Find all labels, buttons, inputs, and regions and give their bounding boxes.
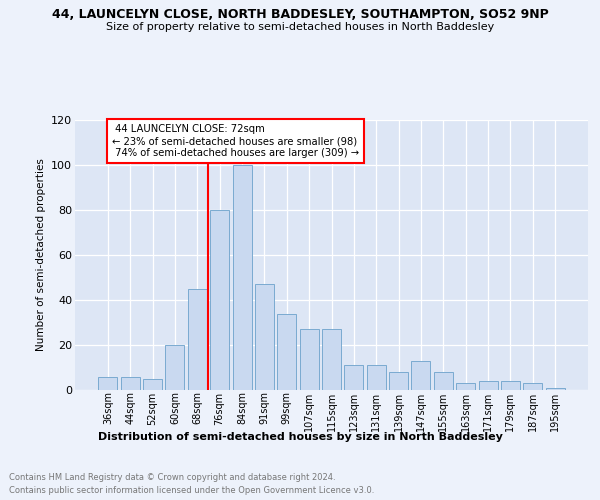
Text: 44, LAUNCELYN CLOSE, NORTH BADDESLEY, SOUTHAMPTON, SO52 9NP: 44, LAUNCELYN CLOSE, NORTH BADDESLEY, SO…	[52, 8, 548, 20]
Y-axis label: Number of semi-detached properties: Number of semi-detached properties	[35, 158, 46, 352]
Bar	[98, 376, 118, 390]
Bar	[501, 381, 520, 390]
Bar	[434, 372, 453, 390]
Bar	[233, 165, 251, 390]
Bar	[523, 383, 542, 390]
Text: Distribution of semi-detached houses by size in North Baddesley: Distribution of semi-detached houses by …	[98, 432, 502, 442]
Text: Contains HM Land Registry data © Crown copyright and database right 2024.: Contains HM Land Registry data © Crown c…	[9, 472, 335, 482]
Bar	[412, 361, 430, 390]
Bar	[121, 376, 140, 390]
Bar	[188, 289, 207, 390]
Bar	[545, 388, 565, 390]
Bar	[210, 210, 229, 390]
Bar	[255, 284, 274, 390]
Bar	[456, 383, 475, 390]
Bar	[479, 381, 497, 390]
Bar	[389, 372, 408, 390]
Text: 44 LAUNCELYN CLOSE: 72sqm
← 23% of semi-detached houses are smaller (98)
 74% of: 44 LAUNCELYN CLOSE: 72sqm ← 23% of semi-…	[112, 124, 359, 158]
Text: Contains public sector information licensed under the Open Government Licence v3: Contains public sector information licen…	[9, 486, 374, 495]
Bar	[322, 329, 341, 390]
Bar	[143, 379, 162, 390]
Bar	[299, 329, 319, 390]
Text: Size of property relative to semi-detached houses in North Baddesley: Size of property relative to semi-detach…	[106, 22, 494, 32]
Bar	[166, 345, 184, 390]
Bar	[277, 314, 296, 390]
Bar	[367, 365, 386, 390]
Bar	[344, 365, 364, 390]
